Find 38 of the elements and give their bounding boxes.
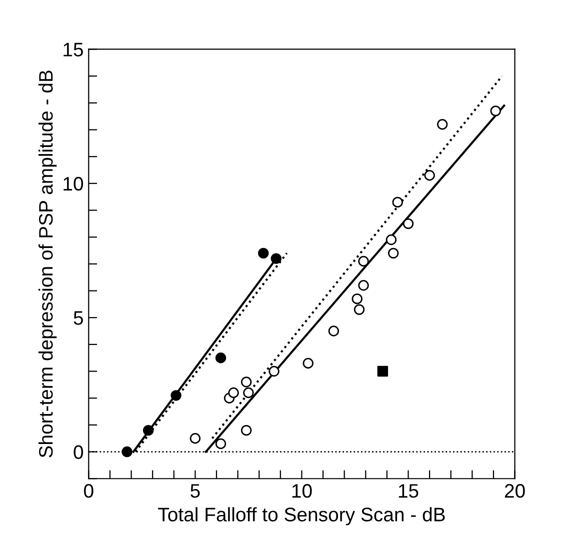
- y-tick-label: 15: [64, 42, 83, 56]
- point: [268, 366, 280, 377]
- point: [358, 280, 369, 291]
- x-tick-label: 20: [504, 484, 525, 498]
- point: [240, 424, 252, 436]
- point: [328, 326, 340, 336]
- point: [258, 248, 269, 259]
- x-tick-label: 15: [398, 484, 418, 498]
- y-tick-label: 10: [64, 176, 84, 191]
- point: [354, 304, 365, 315]
- point: [388, 248, 399, 259]
- point: [270, 253, 282, 264]
- point: [386, 234, 397, 246]
- x-tick-label: 5: [190, 484, 200, 498]
- y-tick-label: 5: [74, 311, 83, 325]
- y-axis-title: Short-term depression of PSP amplitude - dB: [38, 70, 57, 458]
- point: [302, 358, 314, 369]
- point: [490, 106, 501, 116]
- x-tick-label: 0: [84, 484, 94, 498]
- point: [190, 433, 201, 444]
- y-tick-label: 0: [74, 445, 84, 460]
- x-axis-title: Total Falloff to Sensory Scan - dB: [158, 507, 445, 526]
- point: [402, 218, 414, 230]
- point: [243, 387, 254, 398]
- point: [377, 366, 388, 377]
- point: [215, 438, 226, 450]
- point: [122, 446, 132, 458]
- point: [240, 376, 252, 388]
- point: [215, 352, 226, 364]
- x-tick-label: 10: [292, 484, 312, 498]
- point: [228, 387, 239, 398]
- point: [142, 424, 154, 436]
- point: [437, 119, 448, 130]
- point: [358, 256, 369, 267]
- point: [424, 170, 435, 181]
- point: [170, 390, 182, 401]
- point: [352, 293, 362, 304]
- point: [392, 196, 403, 208]
